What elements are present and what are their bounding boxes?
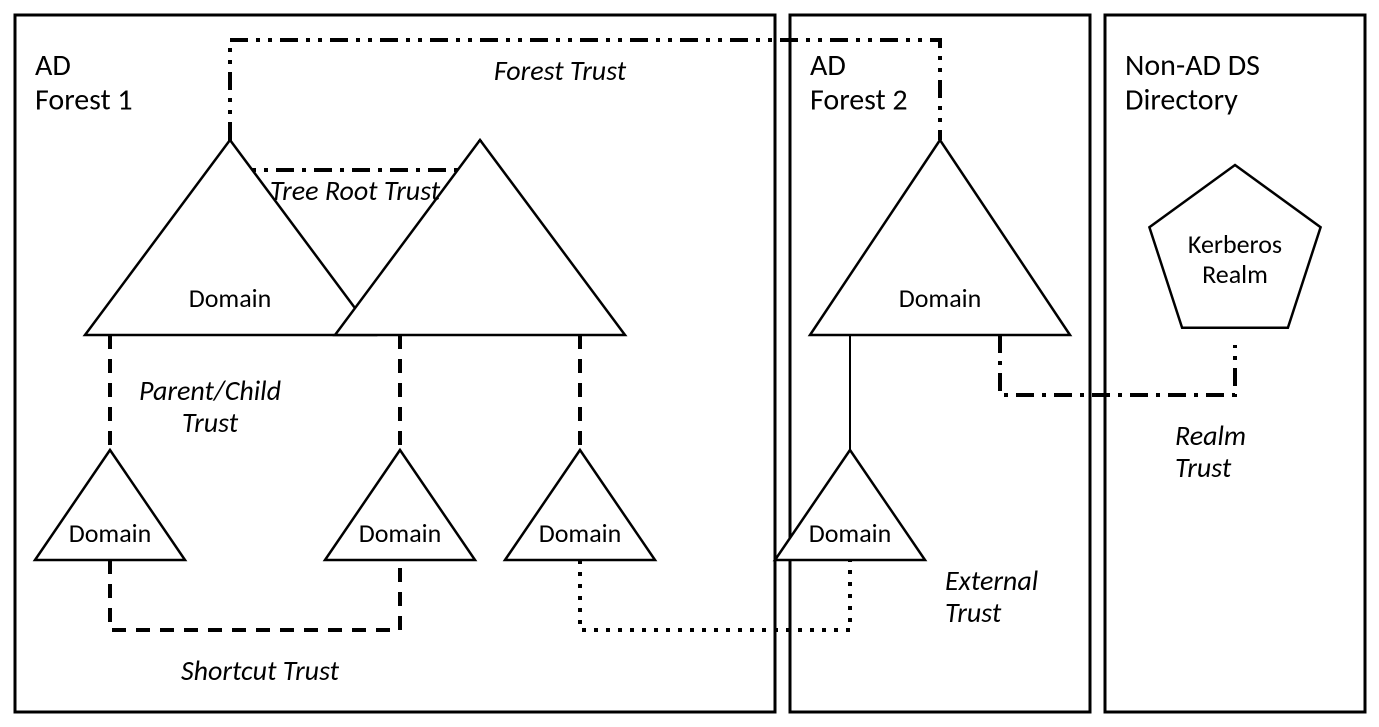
domain-node-f2_root: Domain [810, 140, 1070, 335]
forest-box-nonad: Non-AD DSDirectory [1105, 15, 1365, 712]
forest-box-label-forest1: ADForest 1 [35, 47, 133, 119]
domain-node-label-f2_child: Domain [809, 517, 892, 549]
domain-node-label-f1_child_a: Domain [69, 517, 152, 549]
edge-external_trust [580, 560, 850, 630]
domain-node-f1_child_b: Domain [325, 450, 475, 560]
domain-node-f1_child_c: Domain [505, 450, 655, 560]
domain-node-label-f2_root: Domain [899, 282, 982, 314]
forest-box-label-nonad: Non-AD DSDirectory [1125, 47, 1260, 119]
domain-node-label-f1_child_c: Domain [539, 517, 622, 549]
edge-realm_trust [1000, 335, 1235, 395]
kerberos-realm-node: KerberosRealm [1149, 165, 1320, 328]
edge-treeroot_trust [230, 140, 480, 170]
trust-label-lbl_external: ExternalTrust [945, 563, 1038, 630]
trust-label-lbl_realm: RealmTrust [1175, 418, 1246, 485]
trust-label-lbl_shortcut: Shortcut Trust [181, 653, 340, 688]
trust-label-lbl_treeroot: Tree Root Trust [270, 173, 441, 208]
edge-shortcut_trust [110, 560, 400, 630]
domain-node-f1_child_a: Domain [35, 450, 185, 560]
trust-diagram: ADForest 1 ADForest 2 Non-AD DSDirectory Do… [0, 0, 1379, 727]
domain-node-f2_child: Domain [775, 450, 925, 560]
trust-label-lbl_forest: Forest Trust [494, 53, 627, 88]
trust-label-lbl_parent: Parent/ChildTrust [139, 373, 281, 440]
domain-node-label-f1_child_b: Domain [359, 517, 442, 549]
forest-box-forest1: ADForest 1 [15, 15, 775, 712]
forest-box-label-forest2: ADForest 2 [810, 47, 908, 119]
domain-node-label-f1_root_left: Domain [189, 282, 272, 314]
